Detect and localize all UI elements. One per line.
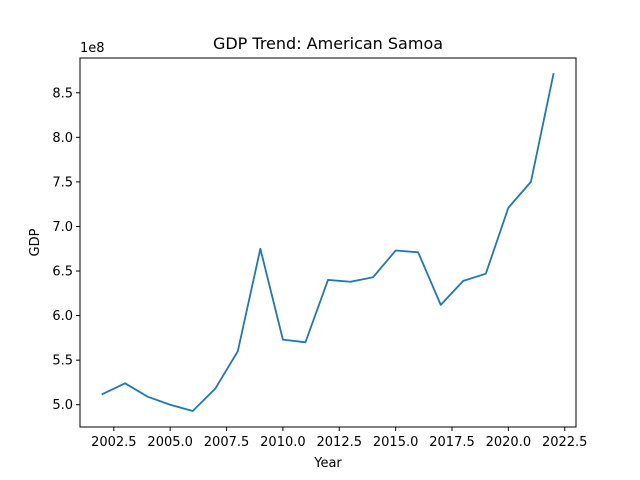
x-tick-label: 2015.0	[373, 435, 419, 450]
y-axis-label: GDP	[28, 228, 43, 256]
y-tick-label: 8.5	[52, 86, 73, 101]
x-axis-ticks: 2002.5 2005.0 2007.5 2010.0 2012.5 2015.0 2017…	[91, 427, 587, 450]
x-tick-label: 2007.5	[204, 435, 250, 450]
plot-frame	[79, 57, 577, 428]
y-offset-label: 1e8	[80, 41, 105, 56]
plot-area	[101, 72, 555, 412]
x-tick-label: 2022.5	[542, 435, 588, 450]
y-tick-label: 5.5	[52, 354, 73, 369]
x-tick-label: 2017.5	[429, 435, 475, 450]
x-tick-label: 2010.0	[260, 435, 306, 450]
y-tick-label: 8.0	[52, 131, 73, 146]
y-tick-label: 7.0	[52, 220, 73, 235]
x-tick-label: 2012.5	[317, 435, 363, 450]
y-tick-label: 7.5	[52, 175, 73, 190]
y-tick-label: 6.0	[52, 309, 73, 324]
x-axis-label: Year	[313, 456, 342, 471]
x-tick-label: 2002.5	[91, 435, 137, 450]
y-tick-label: 5.0	[52, 398, 73, 413]
x-tick-label: 2005.0	[147, 435, 193, 450]
series-line-0	[101, 72, 555, 412]
y-tick-label: 6.5	[52, 265, 73, 280]
y-axis-ticks: 5.0 5.5 6.0 6.5 7.0 7.5 8.0 8.5	[52, 86, 80, 413]
x-tick-label: 2020.0	[486, 435, 532, 450]
chart-title: GDP Trend: American Samoa	[213, 34, 443, 53]
